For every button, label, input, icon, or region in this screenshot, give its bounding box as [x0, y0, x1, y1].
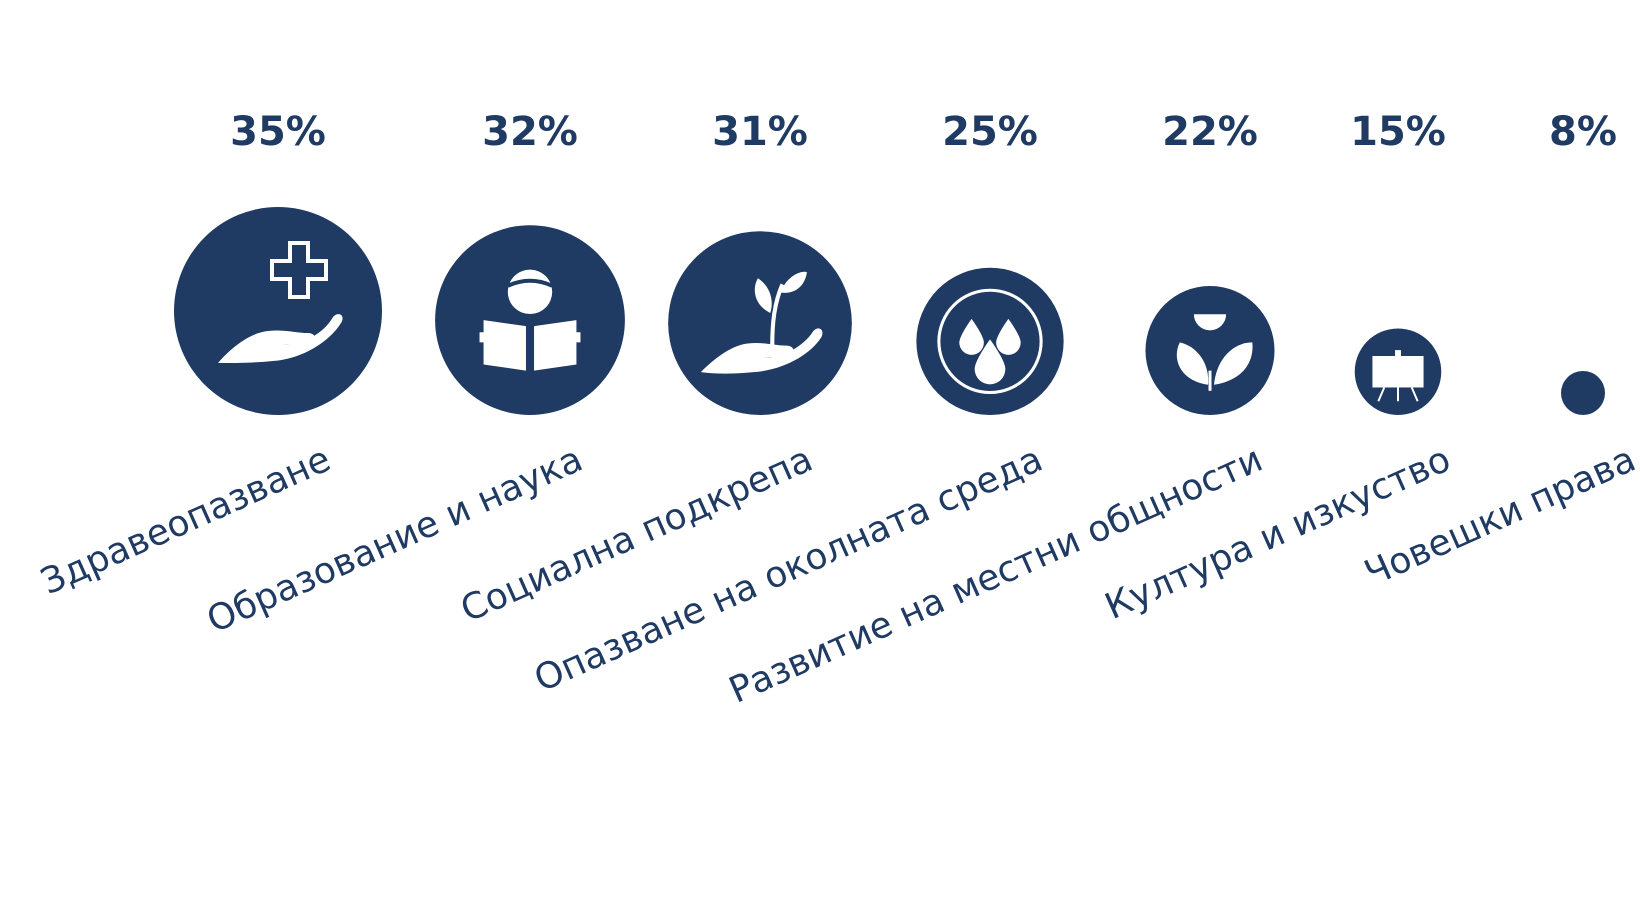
bubble-circle [1145, 285, 1275, 415]
bubble [1145, 285, 1275, 415]
value-label: 31% [712, 109, 808, 155]
hand-cross-icon [218, 241, 343, 363]
value-label: 25% [942, 109, 1038, 155]
water-drops-icon [937, 288, 1043, 395]
bubble-circle [1561, 371, 1605, 415]
bubble [668, 231, 852, 415]
value-label: 8% [1549, 109, 1617, 155]
value-label: 22% [1162, 109, 1258, 155]
hand-sprout-icon [700, 271, 823, 374]
bubble-circle [435, 225, 625, 415]
bubble [174, 207, 382, 415]
reading-person-icon [479, 269, 581, 371]
category-label: Култура и изкуство [1099, 439, 1456, 628]
easel-icon [1372, 350, 1424, 402]
sun-leaves-icon [1176, 314, 1253, 391]
bubble [916, 267, 1064, 415]
bubble [1354, 328, 1442, 416]
bubble [1561, 371, 1605, 415]
value-label: 32% [482, 109, 578, 155]
bubble-circle [668, 231, 852, 415]
bubble-circle [174, 207, 382, 415]
value-label: 35% [230, 109, 326, 155]
value-label: 15% [1350, 109, 1446, 155]
bubble [435, 225, 625, 415]
